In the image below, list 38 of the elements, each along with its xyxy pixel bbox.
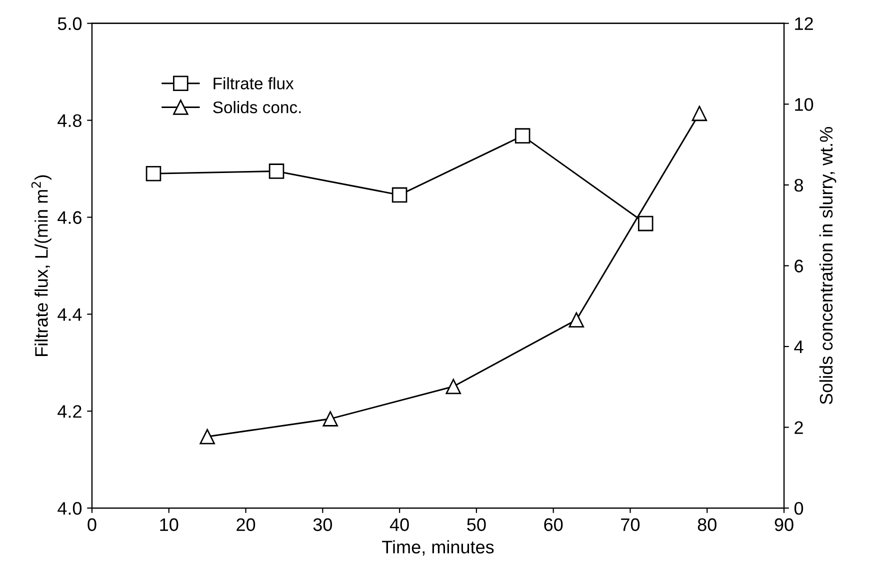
point: [638, 216, 654, 232]
point: [200, 428, 215, 444]
point: [692, 106, 708, 122]
y-tick-label: 5.0: [58, 17, 82, 30]
x-axis-title: Time, minutes: [382, 540, 494, 556]
y-tick-label: 4.8: [58, 114, 82, 128]
point: [146, 166, 162, 182]
y-tick-label: 4.6: [58, 211, 82, 224]
y2-tick-label: 0: [794, 502, 804, 515]
y2-axis-title: Solids concentration in slurry, wt.%: [819, 127, 836, 404]
y2-tick-label: 8: [794, 178, 803, 192]
point: [392, 187, 408, 203]
y2-tick-label: 2: [794, 421, 803, 434]
x-tick-label: 0: [88, 518, 96, 532]
y-tick-label: 4.2: [58, 405, 82, 418]
y2-tick-label: 10: [795, 98, 814, 111]
point: [446, 378, 462, 394]
y-tick-label: 4.4: [58, 308, 82, 321]
y2-tick-label: 6: [794, 260, 803, 272]
x-tick-label: 40: [390, 518, 409, 532]
y2-tick-label: 12: [795, 17, 813, 30]
y-axis-title: Filtrate flux, L/(min m$^{2}$): [31, 175, 52, 356]
x-tick-label: 90: [774, 518, 794, 532]
legend-label: Filtrate flux: [214, 77, 294, 90]
x-tick-label: 30: [313, 518, 332, 532]
x-tick-label: 10: [160, 518, 178, 532]
x-tick-label: 80: [698, 518, 716, 532]
point: [514, 128, 530, 144]
point: [568, 312, 584, 328]
x-tick-label: 70: [621, 518, 640, 532]
point: [322, 411, 338, 426]
x-tick-label: 60: [544, 518, 563, 532]
legend-label: Solids conc.: [213, 101, 301, 114]
point: [268, 164, 284, 179]
x-tick-label: 50: [467, 518, 486, 532]
y-tick-label: 4.0: [58, 502, 82, 515]
y2-tick-label: 4: [794, 340, 804, 354]
x-tick-label: 20: [236, 518, 256, 532]
